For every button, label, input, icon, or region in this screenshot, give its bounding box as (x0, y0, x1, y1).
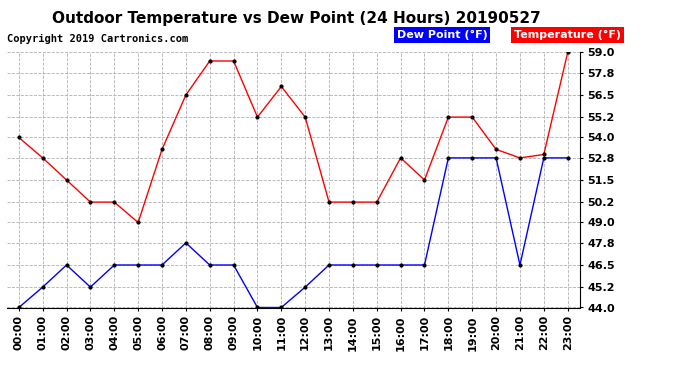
Text: Outdoor Temperature vs Dew Point (24 Hours) 20190527: Outdoor Temperature vs Dew Point (24 Hou… (52, 11, 541, 26)
Text: Temperature (°F): Temperature (°F) (514, 30, 621, 40)
Text: Dew Point (°F): Dew Point (°F) (397, 30, 488, 40)
Text: Copyright 2019 Cartronics.com: Copyright 2019 Cartronics.com (7, 34, 188, 44)
